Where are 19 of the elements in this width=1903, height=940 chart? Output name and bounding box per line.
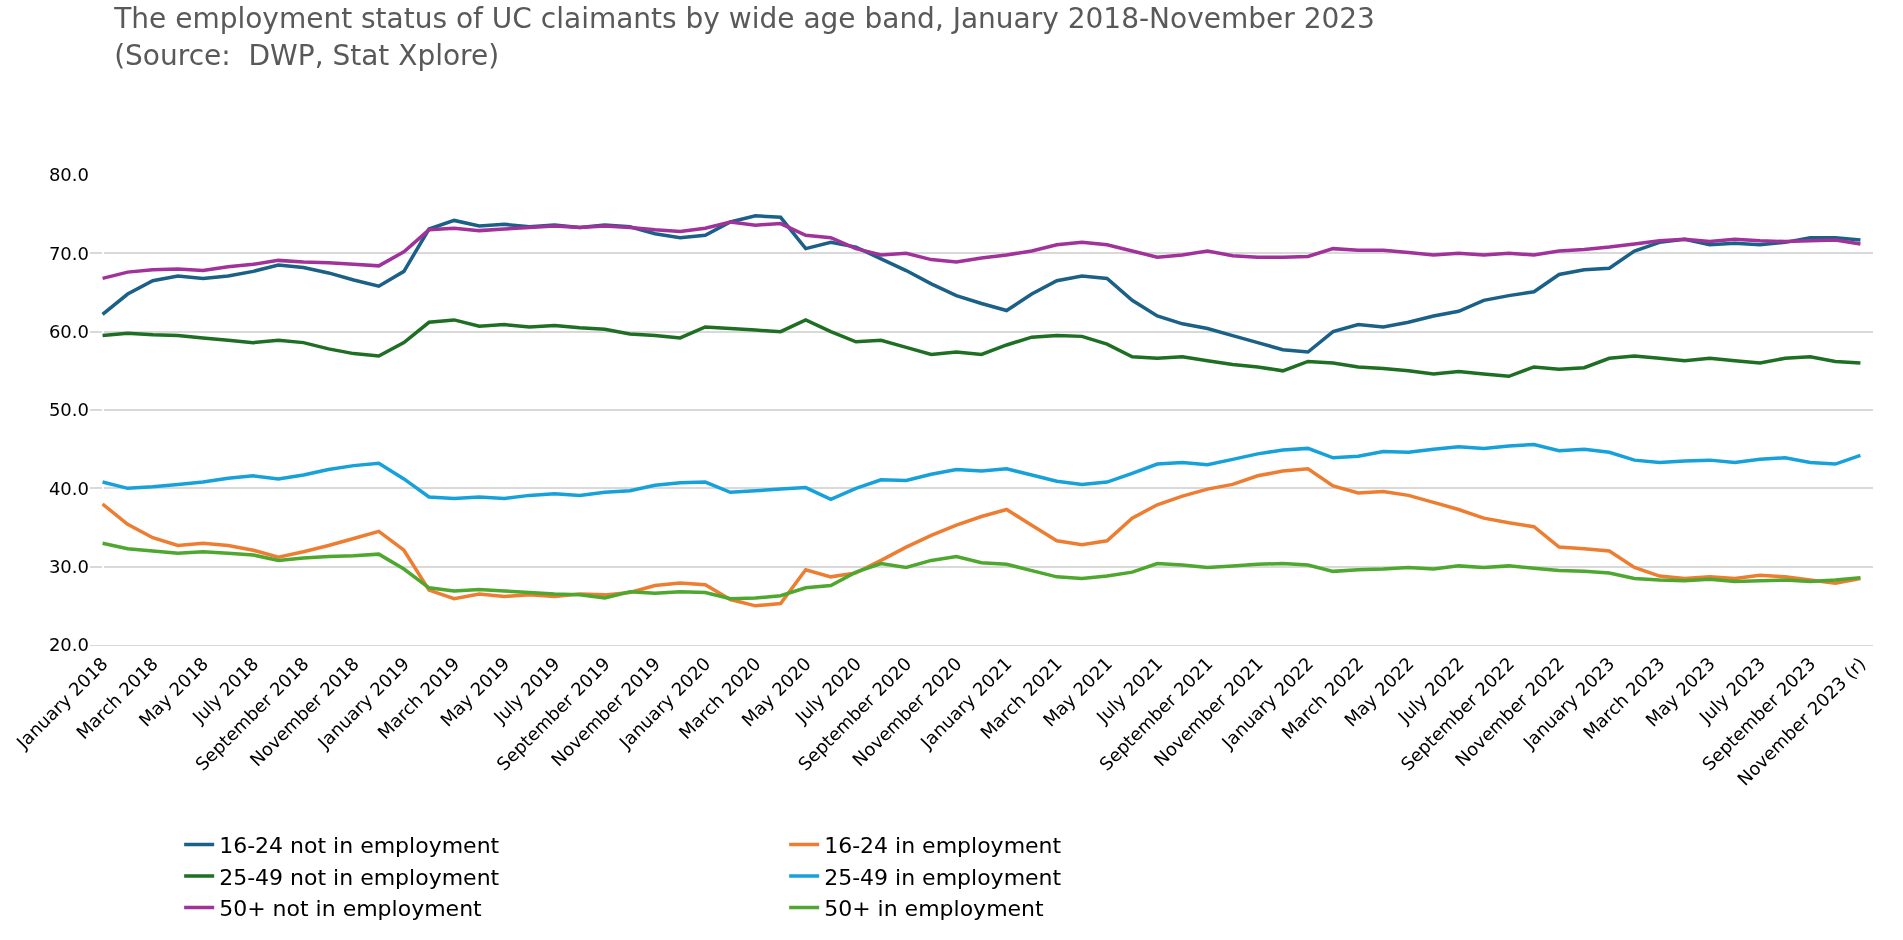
y-tick-label: 60.0 [48,320,89,342]
y-tick-label: 70.0 [48,242,89,264]
y-tick-label: 40.0 [48,477,89,499]
legend-label: 25-49 not in employment [219,864,500,890]
line-series [100,220,1863,281]
legend-label: 50+ not in employment [219,896,483,922]
legend-label: 16-24 in employment [824,832,1062,858]
legend-label: 25-49 in employment [824,864,1062,890]
legend-label: 50+ in employment [824,896,1045,922]
y-tick-label: 20.0 [48,634,89,656]
chart-title: The employment status of UC claimants by wide age band, January 2018-November 2023 (Source: DWP, Stat Xplore) [113,2,1375,72]
line-series [100,467,1863,608]
line-series [100,541,1863,601]
legend-label: 16-24 not in employment [219,832,500,858]
y-tick-label: 50.0 [48,399,89,421]
y-tick-label: 80.0 [48,164,89,186]
line-series [100,318,1863,379]
y-tick-label: 30.0 [48,555,89,577]
line-series [100,442,1863,502]
